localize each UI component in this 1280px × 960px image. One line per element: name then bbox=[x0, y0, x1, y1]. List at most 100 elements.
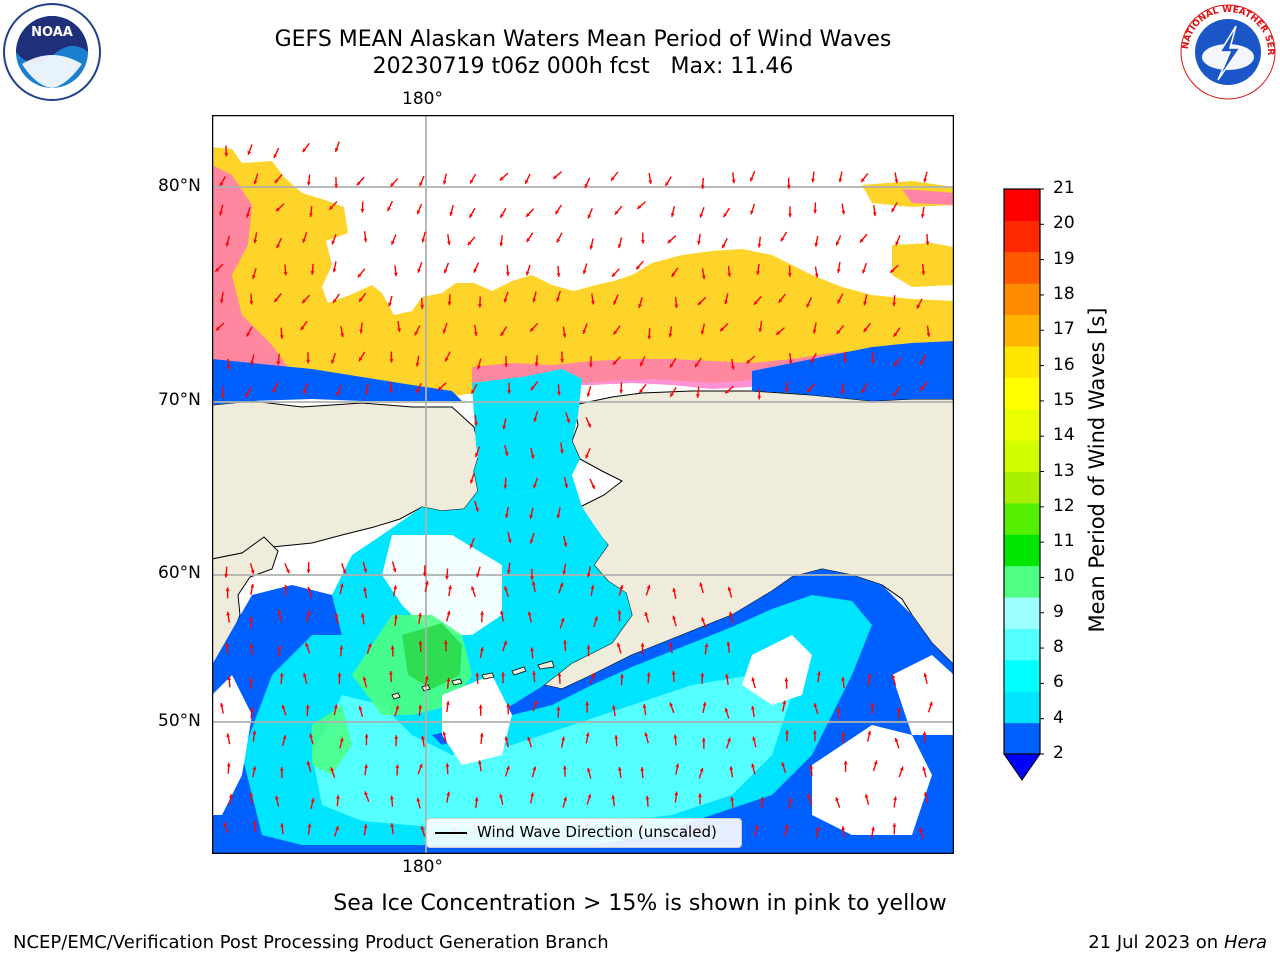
wave-direction-arrow bbox=[813, 702, 819, 714]
wave-direction-arrow bbox=[223, 822, 229, 833]
wave-direction-arrow bbox=[809, 765, 814, 777]
wave-direction-arrow bbox=[418, 612, 422, 624]
wave-direction-arrow bbox=[249, 293, 254, 305]
wave-direction-arrow bbox=[437, 382, 447, 391]
wave-direction-arrow bbox=[525, 264, 531, 276]
wave-direction-arrow bbox=[276, 353, 281, 365]
wave-direction-arrow bbox=[444, 351, 451, 362]
lon-label-bottom: 180° bbox=[402, 857, 443, 877]
wave-direction-arrow bbox=[892, 386, 901, 397]
wave-direction-arrow bbox=[611, 268, 620, 278]
wave-direction-arrow bbox=[277, 610, 282, 622]
wave-direction-arrow bbox=[835, 796, 841, 808]
wave-direction-arrow bbox=[534, 355, 539, 367]
wave-direction-arrow bbox=[926, 325, 931, 337]
wave-direction-arrow bbox=[672, 615, 677, 627]
wave-direction-arrow bbox=[892, 823, 897, 835]
legend-label: Wind Wave Direction (unscaled) bbox=[477, 823, 717, 841]
wave-direction-arrow bbox=[556, 290, 561, 302]
wave-direction-arrow bbox=[756, 263, 760, 275]
wave-direction-arrow bbox=[838, 171, 843, 183]
wave-direction-arrow bbox=[479, 646, 484, 659]
wave-direction-arrow bbox=[589, 238, 594, 250]
wave-direction-arrow bbox=[445, 610, 451, 622]
wave-direction-arrow bbox=[361, 613, 365, 625]
colorbar-label: Mean Period of Wind Waves [s] bbox=[1085, 307, 1109, 633]
wave-direction-arrow bbox=[277, 645, 282, 657]
colorbar-segment bbox=[1004, 283, 1040, 316]
colorbar-tick-label: 4 bbox=[1053, 707, 1064, 728]
wave-direction-arrow bbox=[415, 382, 422, 394]
wave-direction-arrow bbox=[554, 204, 562, 215]
colorbar-tick-label: 10 bbox=[1053, 566, 1075, 587]
wave-direction-arrow bbox=[275, 203, 285, 212]
wave-direction-arrow bbox=[273, 293, 282, 303]
wave-direction-arrow bbox=[751, 763, 756, 775]
wave-direction-arrow bbox=[226, 733, 231, 745]
colorbar-tick-label: 18 bbox=[1053, 283, 1075, 304]
wave-direction-arrow bbox=[219, 702, 224, 714]
wave-direction-arrow bbox=[225, 642, 229, 654]
wave-direction-arrow bbox=[616, 642, 622, 654]
wave-direction-arrow bbox=[562, 326, 567, 338]
wave-direction-arrow bbox=[613, 294, 619, 305]
wave-direction-arrow bbox=[921, 263, 926, 275]
wave-direction-arrow bbox=[788, 353, 793, 365]
wave-direction-arrow bbox=[330, 767, 336, 778]
wave-direction-arrow bbox=[811, 171, 815, 183]
wave-direction-arrow bbox=[561, 736, 566, 748]
wave-direction-arrow bbox=[669, 357, 677, 368]
wave-direction-arrow bbox=[784, 381, 789, 393]
wave-direction-arrow bbox=[749, 170, 756, 182]
wave-direction-arrow bbox=[499, 793, 504, 805]
wave-direction-arrow bbox=[610, 171, 619, 182]
wave-direction-arrow bbox=[644, 611, 650, 623]
wave-direction-arrow bbox=[446, 677, 451, 689]
wave-direction-arrow bbox=[225, 587, 230, 599]
colorbar-segment bbox=[1004, 408, 1040, 441]
wave-direction-arrow bbox=[668, 326, 673, 338]
wave-direction-arrow bbox=[724, 707, 730, 719]
wave-direction-arrow bbox=[584, 177, 591, 189]
wave-direction-arrow bbox=[300, 320, 308, 331]
wave-direction-arrow bbox=[478, 296, 482, 308]
wave-direction-arrow bbox=[214, 263, 224, 273]
wave-direction-arrow bbox=[336, 795, 340, 807]
wave-direction-arrow bbox=[500, 610, 505, 622]
wave-direction-arrow bbox=[894, 737, 900, 749]
wave-direction-arrow bbox=[470, 383, 478, 395]
wave-direction-arrow bbox=[334, 613, 339, 625]
wave-direction-arrow bbox=[612, 325, 621, 335]
wave-direction-arrow bbox=[784, 677, 789, 689]
wave-direction-arrow bbox=[674, 791, 679, 803]
wave-direction-arrow bbox=[252, 766, 257, 778]
wave-direction-arrow bbox=[469, 537, 475, 549]
wave-direction-arrow bbox=[671, 670, 676, 682]
wave-direction-arrow bbox=[870, 702, 875, 714]
wave-direction-arrow bbox=[836, 261, 841, 273]
wave-direction-arrow bbox=[504, 765, 510, 777]
wave-direction-arrow bbox=[503, 291, 509, 303]
wave-direction-arrow bbox=[562, 563, 567, 575]
wave-direction-arrow bbox=[284, 562, 290, 574]
wave-direction-arrow bbox=[585, 417, 592, 428]
wave-direction-arrow bbox=[506, 562, 511, 574]
wave-direction-arrow bbox=[272, 382, 279, 393]
wave-direction-arrow bbox=[225, 235, 230, 247]
wave-direction-arrow bbox=[618, 584, 624, 596]
wave-direction-arrow bbox=[504, 586, 510, 598]
wave-direction-arrow bbox=[565, 412, 571, 424]
wave-direction-arrow bbox=[700, 672, 705, 684]
wave-direction-arrow bbox=[813, 202, 818, 214]
wave-direction-arrow bbox=[394, 614, 398, 626]
wave-direction-arrow bbox=[248, 616, 253, 628]
sea-ice-note: Sea Ice Concentration > 15% is shown in … bbox=[333, 891, 947, 916]
wave-direction-arrow bbox=[889, 264, 899, 274]
wave-direction-arrow bbox=[310, 263, 315, 275]
wave-direction-arrow bbox=[475, 672, 480, 684]
wave-direction-arrow bbox=[673, 734, 678, 746]
wave-direction-arrow bbox=[281, 704, 287, 716]
colorbar-tick-label: 15 bbox=[1053, 389, 1075, 410]
wave-direction-arrow bbox=[754, 824, 759, 836]
wave-direction-arrow bbox=[474, 446, 481, 458]
